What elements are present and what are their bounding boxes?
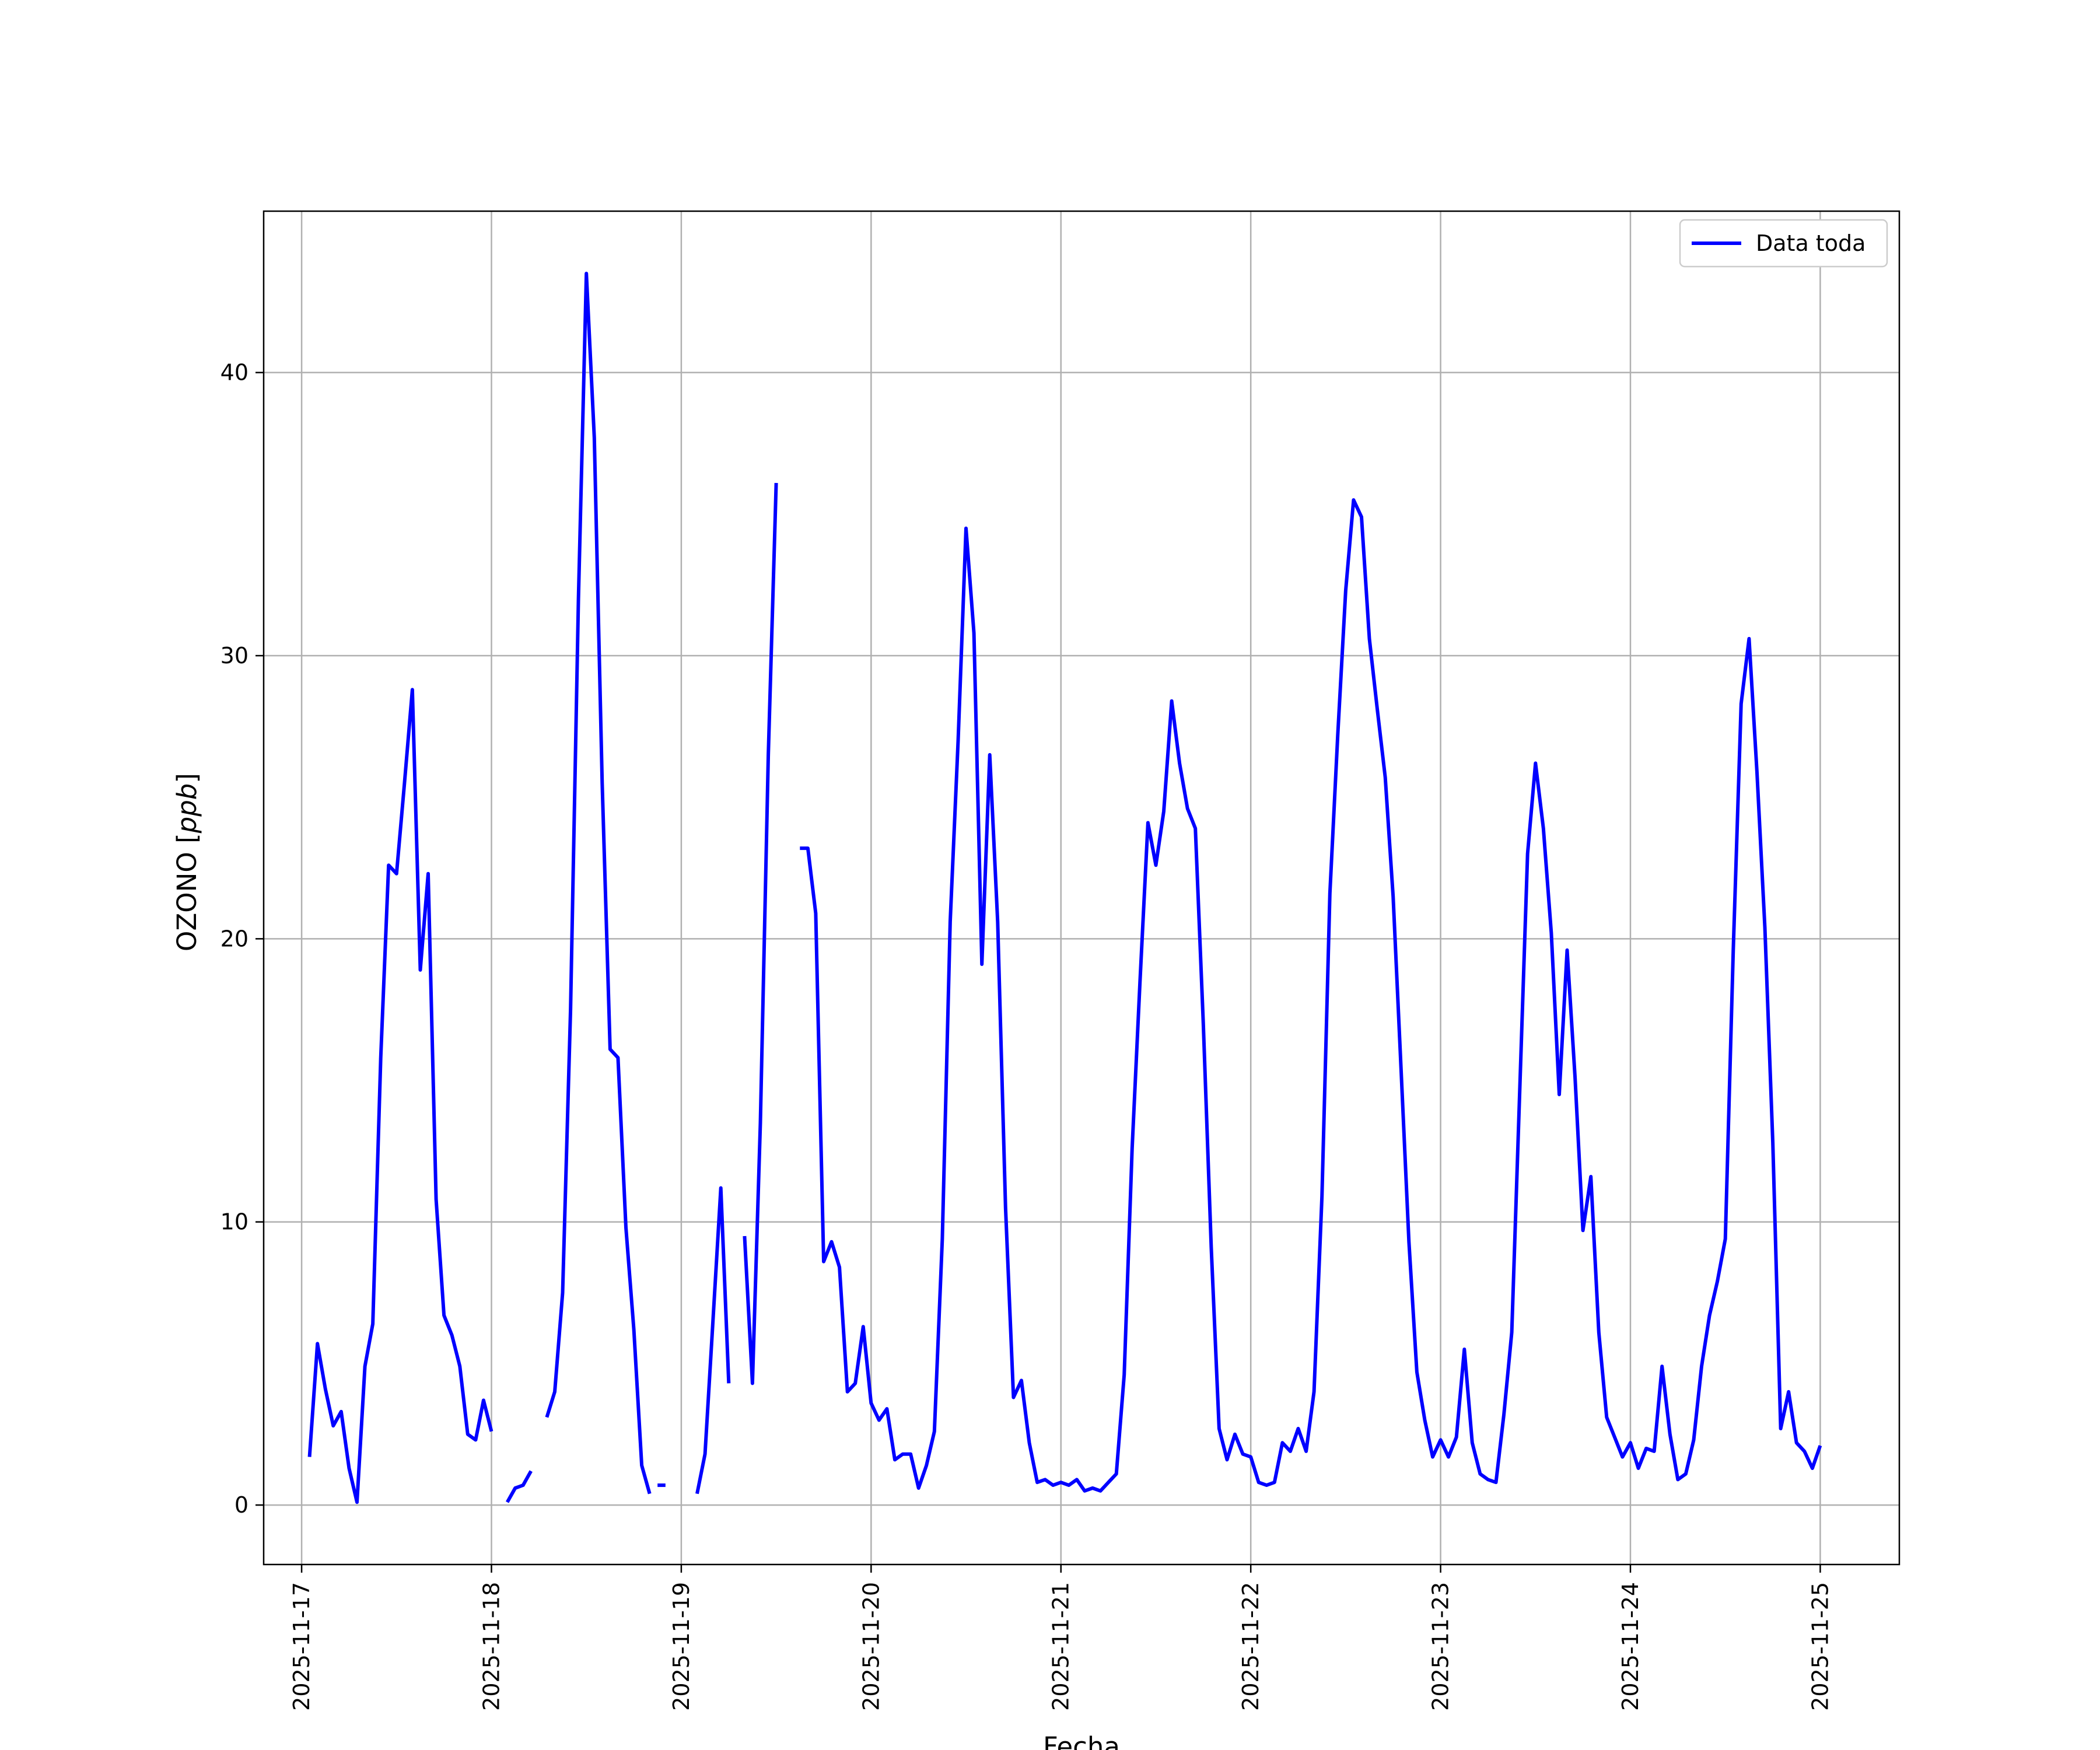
legend: Data toda: [1679, 219, 1888, 268]
series-line-segment: [800, 498, 1822, 1493]
x-tick-label: 2025-11-25: [1807, 1582, 1833, 1711]
x-tick-label: 2025-11-19: [668, 1582, 694, 1711]
y-gridlines: [264, 372, 1899, 1506]
series-line-segment: [743, 482, 778, 1385]
series-line-segment: [545, 271, 652, 1494]
series-line-segment: [505, 1470, 533, 1503]
x-tick-label: 2025-11-21: [1048, 1582, 1074, 1711]
x-axis-ticks: 2025-11-17 2025-11-18 2025-11-19 2025-11-20…: [289, 1564, 1833, 1711]
series-line-segment: [695, 1186, 731, 1494]
series-layer: [307, 271, 1822, 1504]
y-axis-title-main: OZONO [: [172, 833, 202, 951]
y-tick-label: 20: [220, 926, 249, 951]
plot-frame: [262, 210, 1901, 1566]
y-tick-label: 10: [220, 1209, 249, 1235]
x-tick-label: 2025-11-22: [1238, 1582, 1264, 1711]
y-tick-label: 0: [235, 1492, 249, 1518]
x-tick-label: 2025-11-20: [858, 1582, 884, 1711]
y-axis-ticks: 0 10 20 30 40: [220, 360, 264, 1518]
y-axis-title: OZONO [ppb]: [172, 773, 202, 951]
x-tick-label: 2025-11-18: [478, 1582, 504, 1711]
legend-box: [1679, 219, 1888, 268]
y-axis-title-close: ]: [172, 773, 202, 783]
y-tick-label: 40: [220, 360, 249, 386]
y-axis-title-unit: ppb: [172, 783, 202, 834]
x-tick-label: 2025-11-24: [1618, 1582, 1643, 1711]
x-tick-label: 2025-11-17: [289, 1582, 314, 1711]
y-tick-label: 30: [220, 643, 249, 668]
series-line-segment: [307, 688, 494, 1504]
legend-label: Data toda: [1756, 230, 1866, 256]
x-tick-label: 2025-11-23: [1428, 1582, 1454, 1711]
x-gridlines: [300, 211, 1821, 1564]
x-axis-title: Fecha: [1043, 1731, 1120, 1750]
